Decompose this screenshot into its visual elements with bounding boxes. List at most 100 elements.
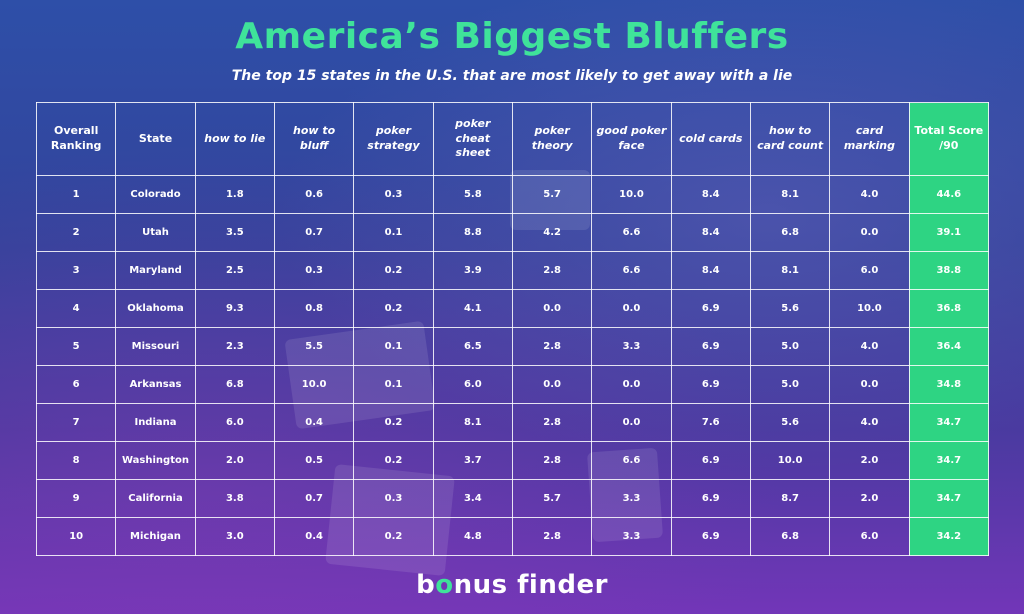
table-cell: 3.4	[432, 479, 513, 518]
column-header: cold cards	[670, 102, 751, 176]
table-cell: 5.0	[749, 365, 831, 404]
table-cell: 3.5	[194, 213, 275, 252]
logo-text-b: b	[416, 570, 436, 600]
table-cell: 0.7	[273, 479, 355, 518]
table-cell: 5.6	[749, 403, 831, 442]
state-cell: Missouri	[115, 327, 196, 366]
table-cell: 2.8	[511, 403, 593, 442]
state-cell: Arkansas	[115, 365, 196, 404]
table-cell: 6.0	[829, 517, 910, 556]
table-cell: 0.0	[829, 365, 910, 404]
table-cell: 3.0	[194, 517, 275, 556]
table-row: 1 Colorado 1.8 0.6 0.3 5.8 5.7 10.0 8.4 8.1 4.0 44.…	[35, 175, 990, 214]
table-cell: 0.0	[511, 365, 593, 404]
table-cell: 10.0	[591, 175, 672, 214]
column-header: poker theory	[511, 102, 593, 176]
table-cell: 0.4	[273, 403, 355, 442]
state-cell: Michigan	[115, 517, 196, 556]
total-score-cell: 36.8	[908, 289, 990, 328]
logo-text-rest: nus finder	[453, 570, 608, 600]
table-cell: 0.1	[353, 327, 434, 366]
total-score-cell: 34.7	[908, 403, 990, 442]
header-row: Overall Ranking State how to lie how to …	[35, 102, 990, 176]
column-header: how to bluff	[273, 102, 355, 176]
total-score-cell: 39.1	[908, 213, 990, 252]
table-cell: 6.8	[749, 213, 831, 252]
table-cell: 0.1	[353, 365, 434, 404]
table-cell: 5	[35, 327, 117, 366]
table-cell: 10	[35, 517, 117, 556]
table-cell: 5.5	[273, 327, 355, 366]
table-cell: 0.0	[591, 365, 672, 404]
table-cell: 2	[35, 213, 117, 252]
table-cell: 8.1	[749, 251, 831, 290]
state-cell: Oklahoma	[115, 289, 196, 328]
table-row: 10 Michigan 3.0 0.4 0.2 4.8 2.8 3.3 6.9 6.8 6.0 34.…	[35, 517, 990, 556]
table-cell: 6.0	[432, 365, 513, 404]
total-score-cell: 44.6	[908, 175, 990, 214]
bluffers-table: Overall Ranking State how to lie how to …	[35, 102, 990, 556]
table-cell: 8.8	[432, 213, 513, 252]
table-cell: 7.6	[670, 403, 751, 442]
table-cell: 0.0	[829, 213, 910, 252]
total-score-cell: 38.8	[908, 251, 990, 290]
table-body: 1 Colorado 1.8 0.6 0.3 5.8 5.7 10.0 8.4 8.1 4.0 44.…	[35, 175, 990, 556]
table-cell: 0.3	[353, 175, 434, 214]
table-cell: 6.8	[194, 365, 275, 404]
table-cell: 6.9	[670, 327, 751, 366]
column-header: good poker face	[591, 102, 672, 176]
table-cell: 5.8	[432, 175, 513, 214]
state-cell: Utah	[115, 213, 196, 252]
state-cell: Washington	[115, 441, 196, 480]
table-row: 2 Utah 3.5 0.7 0.1 8.8 4.2 6.6 8.4 6.8 0.0 39.1	[35, 213, 990, 252]
table-cell: 8.1	[749, 175, 831, 214]
table-cell: 8.4	[670, 175, 751, 214]
table-cell: 3.7	[432, 441, 513, 480]
table-cell: 4.8	[432, 517, 513, 556]
table-cell: 3.3	[591, 327, 672, 366]
table-cell: 0.1	[353, 213, 434, 252]
table-cell: 3.8	[194, 479, 275, 518]
table-row: 4 Oklahoma 9.3 0.8 0.2 4.1 0.0 0.0 6.9 5.6 10.0 36.…	[35, 289, 990, 328]
table-cell: 6.9	[670, 289, 751, 328]
table-cell: 5.7	[511, 479, 593, 518]
table-cell: 0.5	[273, 441, 355, 480]
table-cell: 6.9	[670, 441, 751, 480]
table-cell: 10.0	[749, 441, 831, 480]
table-cell: 9	[35, 479, 117, 518]
table-cell: 6.9	[670, 517, 751, 556]
state-cell: California	[115, 479, 196, 518]
state-cell: Indiana	[115, 403, 196, 442]
table-cell: 1	[35, 175, 117, 214]
table-cell: 6.9	[670, 365, 751, 404]
state-cell: Maryland	[115, 251, 196, 290]
chart-title: America’s Biggest Bluffers	[235, 16, 789, 57]
table-cell: 2.0	[829, 479, 910, 518]
table-cell: 10.0	[273, 365, 355, 404]
table-cell: 7	[35, 403, 117, 442]
table-cell: 0.2	[353, 289, 434, 328]
table-cell: 3	[35, 251, 117, 290]
table-cell: 5.7	[511, 175, 593, 214]
state-cell: Colorado	[115, 175, 196, 214]
table-row: 5 Missouri 2.3 5.5 0.1 6.5 2.8 3.3 6.9 5.0 4.0 36.4	[35, 327, 990, 366]
table-cell: 6.9	[670, 479, 751, 518]
table-cell: 6.0	[829, 251, 910, 290]
table-cell: 2.8	[511, 441, 593, 480]
table-cell: 4	[35, 289, 117, 328]
table-row: 7 Indiana 6.0 0.4 0.2 8.1 2.8 0.0 7.6 5.6 4.0 34.7	[35, 403, 990, 442]
bonusfinder-logo: bonus finder	[0, 570, 1024, 600]
table-cell: 3.3	[591, 517, 672, 556]
table-row: 8 Washington 2.0 0.5 0.2 3.7 2.8 6.6 6.9 10.0 2.0 3…	[35, 441, 990, 480]
table-cell: 0.8	[273, 289, 355, 328]
table-cell: 0.0	[591, 289, 672, 328]
table-cell: 0.0	[511, 289, 593, 328]
column-header: poker strategy	[353, 102, 434, 176]
table-cell: 4.1	[432, 289, 513, 328]
logo-text-o: o	[435, 570, 454, 600]
column-header: poker cheat sheet	[432, 102, 513, 176]
column-header-total: Total Score /90	[908, 102, 990, 176]
table-cell: 4.0	[829, 327, 910, 366]
table-cell: 2.8	[511, 517, 593, 556]
table-cell: 0.2	[353, 403, 434, 442]
